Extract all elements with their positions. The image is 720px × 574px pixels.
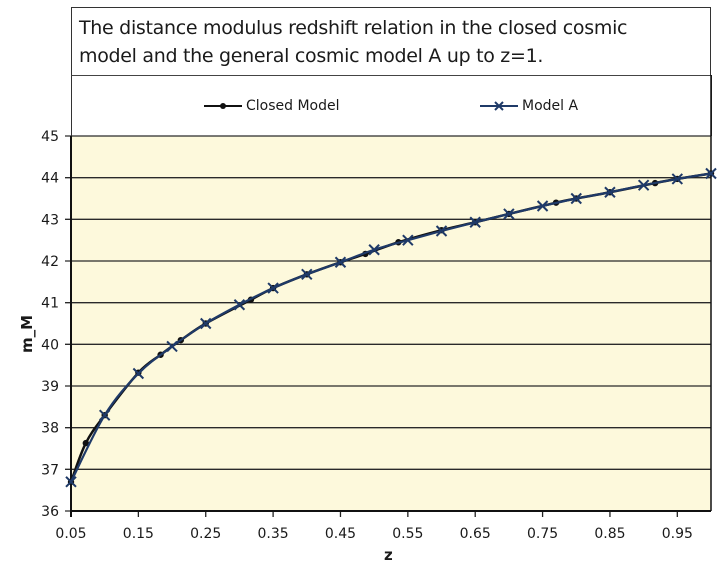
data-point-x xyxy=(166,340,178,353)
legend-item-model-a: Model A xyxy=(480,98,578,114)
data-point-x xyxy=(368,244,380,256)
data-point-x xyxy=(233,299,246,311)
data-point-x xyxy=(301,268,313,281)
y-tick-label: 43 xyxy=(41,212,59,228)
y-axis-title: m_M xyxy=(18,314,37,354)
x-tick-label: 0.55 xyxy=(392,526,423,542)
legend-label-closed-model: Closed Model xyxy=(246,98,340,114)
x-tick-label: 0.95 xyxy=(662,526,693,542)
y-tick-label: 37 xyxy=(41,462,59,478)
chart-title-line-2: model and the general cosmic model A up … xyxy=(79,45,544,67)
x-line-icon xyxy=(480,101,518,111)
chart-title: The distance modulus redshift relation i… xyxy=(71,7,711,75)
data-point-x xyxy=(200,317,212,330)
x-tick-label: 0.15 xyxy=(123,526,154,542)
data-point-x xyxy=(132,367,145,380)
y-tick-label: 42 xyxy=(41,254,59,270)
data-point-x xyxy=(65,476,77,488)
y-tick-label: 38 xyxy=(41,421,59,437)
data-point-x xyxy=(98,409,111,421)
x-tick-label: 0.45 xyxy=(325,526,356,542)
y-tick-label: 44 xyxy=(41,171,59,187)
x-tick-label: 0.85 xyxy=(594,526,625,542)
x-tick-label: 0.75 xyxy=(527,526,558,542)
data-point-x xyxy=(503,208,515,220)
legend-item-closed-model: Closed Model xyxy=(204,98,340,114)
x-tick-label: 0.35 xyxy=(258,526,289,542)
y-tick-label: 45 xyxy=(41,129,59,145)
y-tick-label: 39 xyxy=(41,379,59,395)
legend: Closed Model Model A xyxy=(71,75,712,136)
data-point-x xyxy=(267,282,279,294)
data-point-x xyxy=(402,234,414,246)
y-tick-label: 41 xyxy=(41,296,59,312)
x-tick-label: 0.25 xyxy=(190,526,221,542)
legend-label-model-a: Model A xyxy=(522,98,579,114)
plot-background xyxy=(71,136,711,511)
y-tick-label: 40 xyxy=(41,337,59,353)
data-point-x xyxy=(435,225,448,237)
data-point-x xyxy=(469,216,481,228)
data-point-x xyxy=(570,192,582,205)
y-tick-label: 36 xyxy=(41,504,59,520)
chart-title-line-1: The distance modulus redshift relation i… xyxy=(79,17,628,39)
dot-line-icon xyxy=(204,103,242,109)
data-point-x xyxy=(705,167,717,180)
x-tick-label: 0.05 xyxy=(55,526,86,542)
data-point-x xyxy=(536,200,549,212)
data-point-x xyxy=(637,179,650,191)
data-point-dot xyxy=(82,439,90,447)
data-point-x xyxy=(671,173,684,185)
x-tick-label: 0.65 xyxy=(460,526,491,542)
x-axis-title: z xyxy=(384,546,393,564)
data-point-x xyxy=(334,256,347,268)
data-point-x xyxy=(604,186,616,198)
